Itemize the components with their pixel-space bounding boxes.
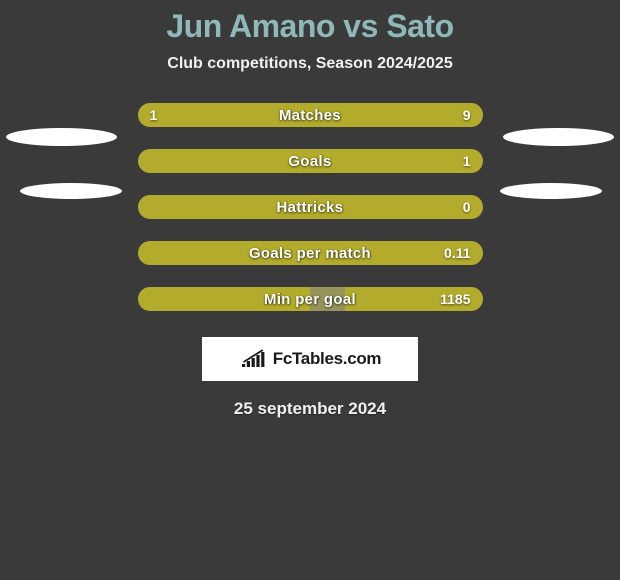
stat-label: Min per goal: [138, 287, 483, 311]
stat-row: 0Hattricks: [138, 195, 483, 219]
stat-bars: 19Matches 1Goals 0Hattricks 0.11Goals per m…: [138, 103, 483, 311]
subtitle: Club competitions, Season 2024/2025: [0, 55, 620, 73]
logo-box: FcTables.com: [202, 337, 418, 381]
page-title: Jun Amano vs Sato: [0, 8, 620, 45]
stats-area: 19Matches 1Goals 0Hattricks 0.11Goals per m…: [0, 103, 620, 311]
date-text: 25 september 2024: [0, 399, 620, 419]
fctables-chart-icon: [239, 345, 269, 374]
stat-label: Goals per match: [138, 241, 483, 265]
stat-row: 1Goals: [138, 149, 483, 173]
stat-row: 0.11Goals per match: [138, 241, 483, 265]
comparison-card: Jun Amano vs Sato Club competitions, Sea…: [0, 0, 620, 419]
stat-label: Hattricks: [138, 195, 483, 219]
stat-row: 1185Min per goal: [138, 287, 483, 311]
stat-row: 19Matches: [138, 103, 483, 127]
stat-label: Matches: [138, 103, 483, 127]
logo-text: FcTables.com: [273, 349, 382, 369]
stat-label: Goals: [138, 149, 483, 173]
